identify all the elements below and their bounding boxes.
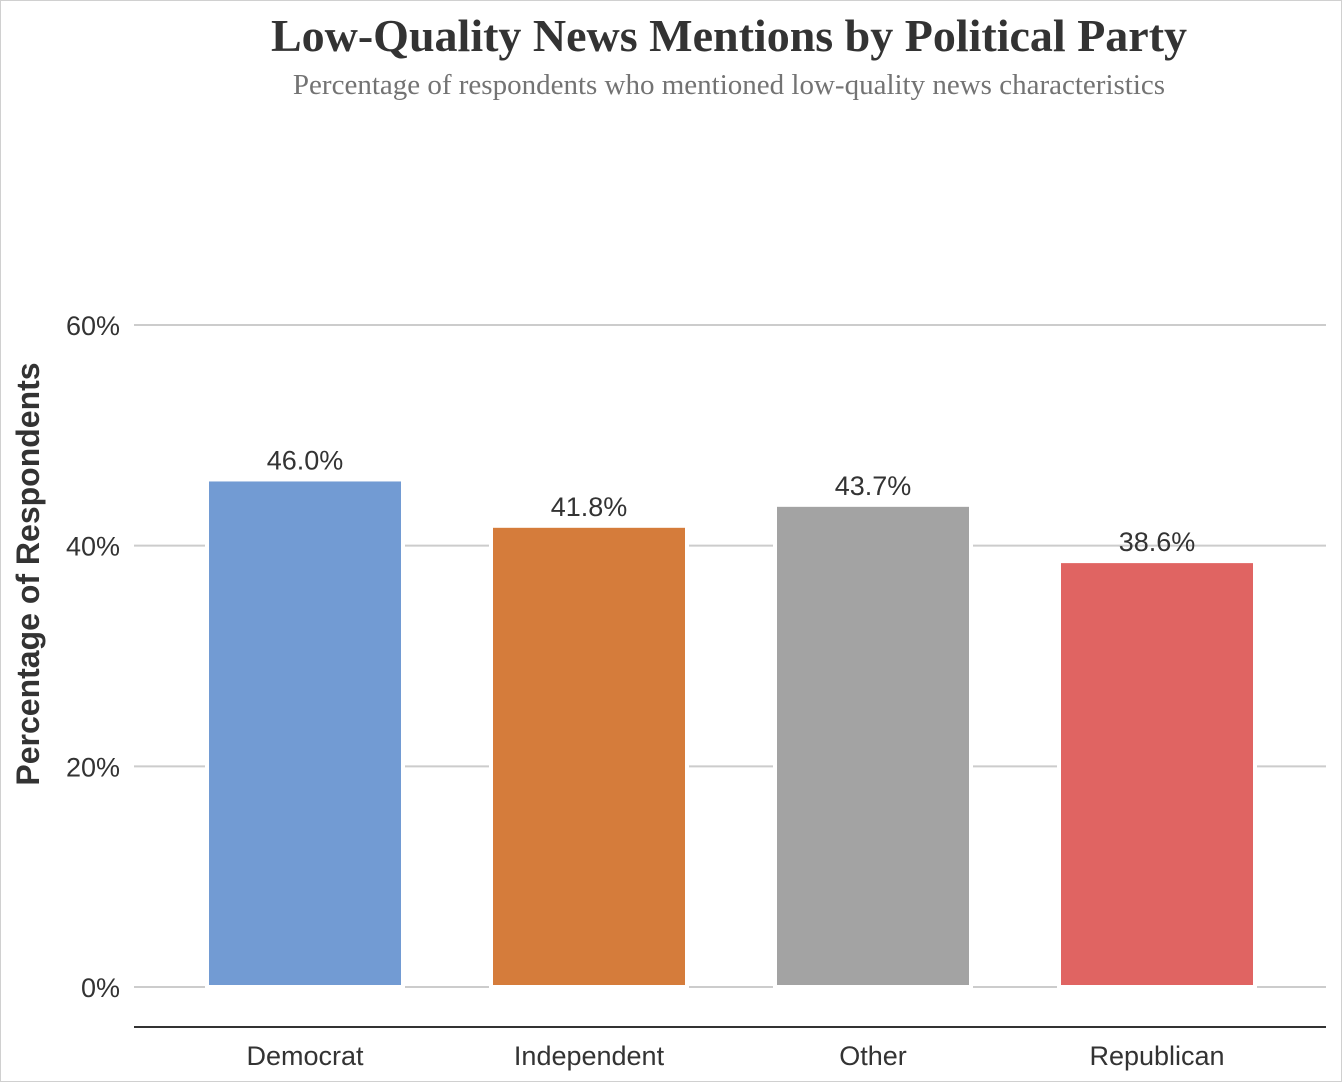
data-label: 41.8%: [551, 492, 628, 522]
x-tick-label: Republican: [1089, 1041, 1224, 1071]
data-label: 46.0%: [267, 445, 344, 475]
data-label: 38.6%: [1119, 527, 1196, 557]
bars: [205, 477, 1257, 989]
bar-democrat: [205, 477, 405, 989]
y-axis-title: Percentage of Respondents: [10, 362, 46, 785]
chart-title: Low-Quality News Mentions by Political P…: [270, 10, 1188, 61]
x-axis-ticks: Democrat Independent Other Republican: [246, 1041, 1224, 1071]
y-axis-ticks: 0% 20% 40% 60%: [66, 311, 120, 1003]
bar-republican: [1057, 559, 1257, 989]
y-tick-label: 60%: [66, 311, 120, 341]
y-tick-label: 0%: [81, 973, 120, 1003]
x-tick-label: Democrat: [246, 1041, 364, 1071]
y-tick-label: 20%: [66, 752, 120, 782]
data-labels: 46.0% 41.8% 43.7% 38.6%: [267, 445, 1196, 557]
bar-independent: [489, 523, 689, 989]
x-tick-label: Other: [839, 1041, 907, 1071]
y-tick-label: 40%: [66, 532, 120, 562]
chart-subtitle: Percentage of respondents who mentioned …: [292, 69, 1166, 101]
data-label: 43.7%: [835, 471, 912, 501]
bar-other: [773, 502, 973, 989]
x-tick-label: Independent: [514, 1041, 665, 1071]
